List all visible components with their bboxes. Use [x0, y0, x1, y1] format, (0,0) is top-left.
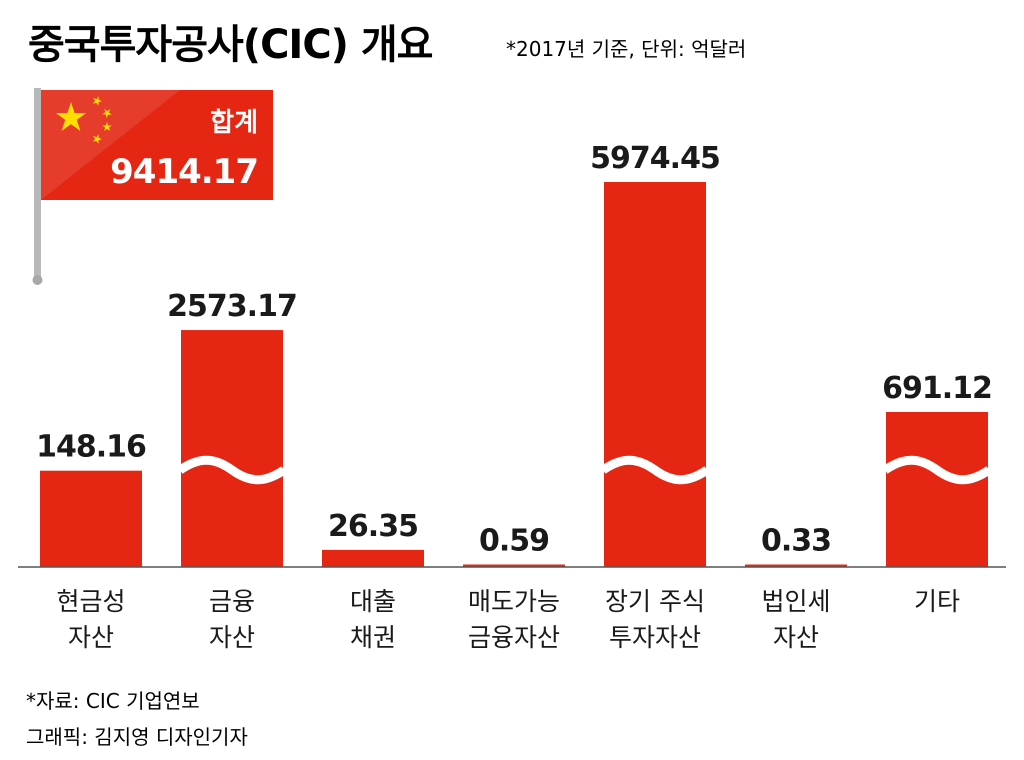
total-label: 합계 — [210, 108, 258, 138]
axis-break-mark — [600, 455, 710, 485]
flag-small-star-icon — [92, 134, 102, 144]
category-label: 현금성 — [56, 587, 125, 616]
category-label: 투자자산 — [609, 623, 701, 652]
bar — [463, 564, 565, 567]
credit-note: 그래픽: 김지영 디자인기자 — [26, 725, 248, 749]
flag-body — [41, 90, 273, 200]
bar-value-label: 5974.45 — [590, 141, 720, 176]
bar-value-label: 148.16 — [36, 430, 146, 465]
chart-title: 중국투자공사(CIC) 개요 — [28, 22, 433, 68]
flag-stars-icon — [55, 96, 112, 144]
bar — [181, 330, 283, 567]
category-label: 기타 — [914, 587, 960, 616]
bar-value-label: 0.59 — [479, 524, 549, 559]
bar — [40, 470, 142, 567]
category-label: 장기 주식 — [605, 587, 705, 616]
axis-break-mark — [882, 455, 992, 485]
category-label: 자산 — [68, 623, 114, 652]
flag-small-star-icon — [102, 108, 112, 118]
category-label: 금융 — [209, 587, 255, 616]
total-value: 9414.17 — [110, 152, 258, 192]
category-label: 금융자산 — [468, 623, 560, 652]
flag-small-star-icon — [92, 96, 102, 106]
flag-big-star-icon — [55, 102, 87, 131]
category-label: 매도가능 — [468, 587, 560, 616]
flag-pole-base — [32, 275, 43, 285]
bar — [886, 412, 988, 567]
bar-series: 148.16현금성자산2573.17금융자산26.35대출채권0.59매도가능금… — [36, 141, 993, 652]
bar-value-label: 0.33 — [761, 524, 831, 559]
bar — [604, 182, 706, 567]
category-label: 대출 — [350, 587, 396, 616]
axis-break-mark — [177, 455, 287, 485]
flag-small-star-icon — [102, 122, 112, 132]
bar — [322, 549, 424, 567]
bar-value-label: 691.12 — [882, 371, 992, 406]
bar-value-label: 26.35 — [328, 509, 418, 544]
chart-subtitle: *2017년 기준, 단위: 억달러 — [506, 37, 746, 61]
category-label: 채권 — [350, 623, 396, 652]
flag-total-box: 합계 9414.17 — [32, 88, 273, 285]
category-label: 자산 — [773, 623, 819, 652]
category-label: 자산 — [209, 623, 255, 652]
bar-value-label: 2573.17 — [167, 289, 297, 324]
bar — [745, 564, 847, 567]
category-label: 법인세 — [761, 587, 830, 616]
flag-pole — [34, 88, 41, 278]
source-note: *자료: CIC 기업연보 — [26, 689, 200, 713]
